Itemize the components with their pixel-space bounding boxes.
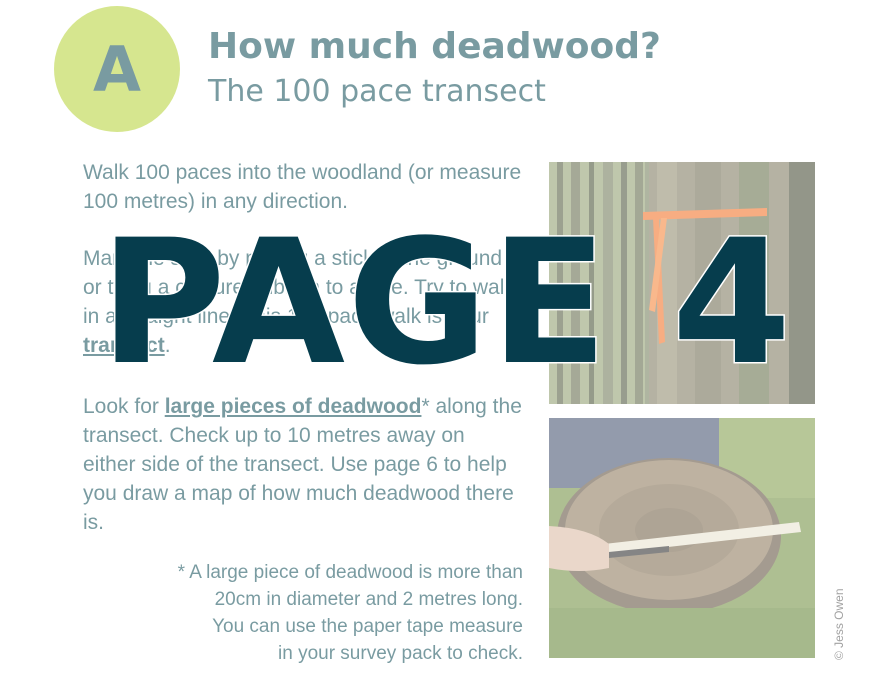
footnote-line: 20cm in diameter and 2 metres long. bbox=[214, 589, 523, 610]
log-measure-image bbox=[549, 418, 815, 658]
paragraph-3-prefix: Look for bbox=[83, 395, 165, 418]
paragraph-2-text: Mark the start by putting a stick in the… bbox=[83, 247, 515, 328]
footnote-line: in your survey pack to check. bbox=[278, 643, 523, 664]
photo-credit: © Jess Owen bbox=[832, 588, 846, 660]
tree-ribbon-photo bbox=[549, 162, 815, 404]
section-badge bbox=[54, 6, 180, 132]
footnote-line: * A large piece of deadwood is more than bbox=[177, 562, 523, 583]
page-number-overlay: PAGE 4 bbox=[98, 202, 794, 403]
instruction-paragraph-2: Mark the start by putting a stick in the… bbox=[83, 244, 523, 360]
page-title: How much deadwood? bbox=[208, 26, 661, 67]
log-measure-photo bbox=[549, 418, 815, 658]
footnote-line: You can use the paper tape measure bbox=[212, 616, 523, 637]
footnote: * A large piece of deadwood is more than… bbox=[103, 559, 523, 667]
transect-term: transect bbox=[83, 334, 165, 357]
instruction-paragraph-3: Look for large pieces of deadwood* along… bbox=[83, 392, 523, 537]
page-subtitle: The 100 pace transect bbox=[208, 74, 546, 109]
instruction-paragraph-1: Walk 100 paces into the woodland (or mea… bbox=[83, 161, 522, 213]
paragraph-2-end: . bbox=[164, 334, 171, 357]
tree-ribbon-image bbox=[549, 162, 815, 404]
paragraph-3-suffix: * along the transect. Check up to 10 met… bbox=[83, 395, 522, 534]
section-letter: A bbox=[93, 32, 141, 106]
deadwood-term: large pieces of deadwood bbox=[164, 395, 422, 418]
